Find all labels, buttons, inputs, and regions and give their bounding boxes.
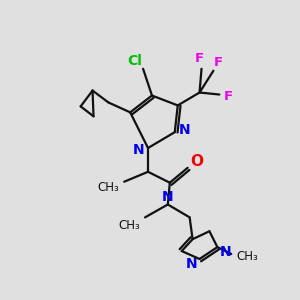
Text: N: N [220, 245, 231, 259]
Text: N: N [162, 190, 174, 204]
Text: O: O [190, 154, 203, 169]
Text: Cl: Cl [128, 54, 142, 68]
Text: F: F [224, 90, 233, 103]
Text: F: F [195, 52, 204, 65]
Text: N: N [179, 123, 190, 137]
Text: CH₃: CH₃ [98, 181, 119, 194]
Text: F: F [214, 56, 223, 69]
Text: CH₃: CH₃ [118, 219, 140, 232]
Text: N: N [132, 143, 144, 157]
Text: CH₃: CH₃ [236, 250, 258, 262]
Text: N: N [186, 257, 197, 271]
